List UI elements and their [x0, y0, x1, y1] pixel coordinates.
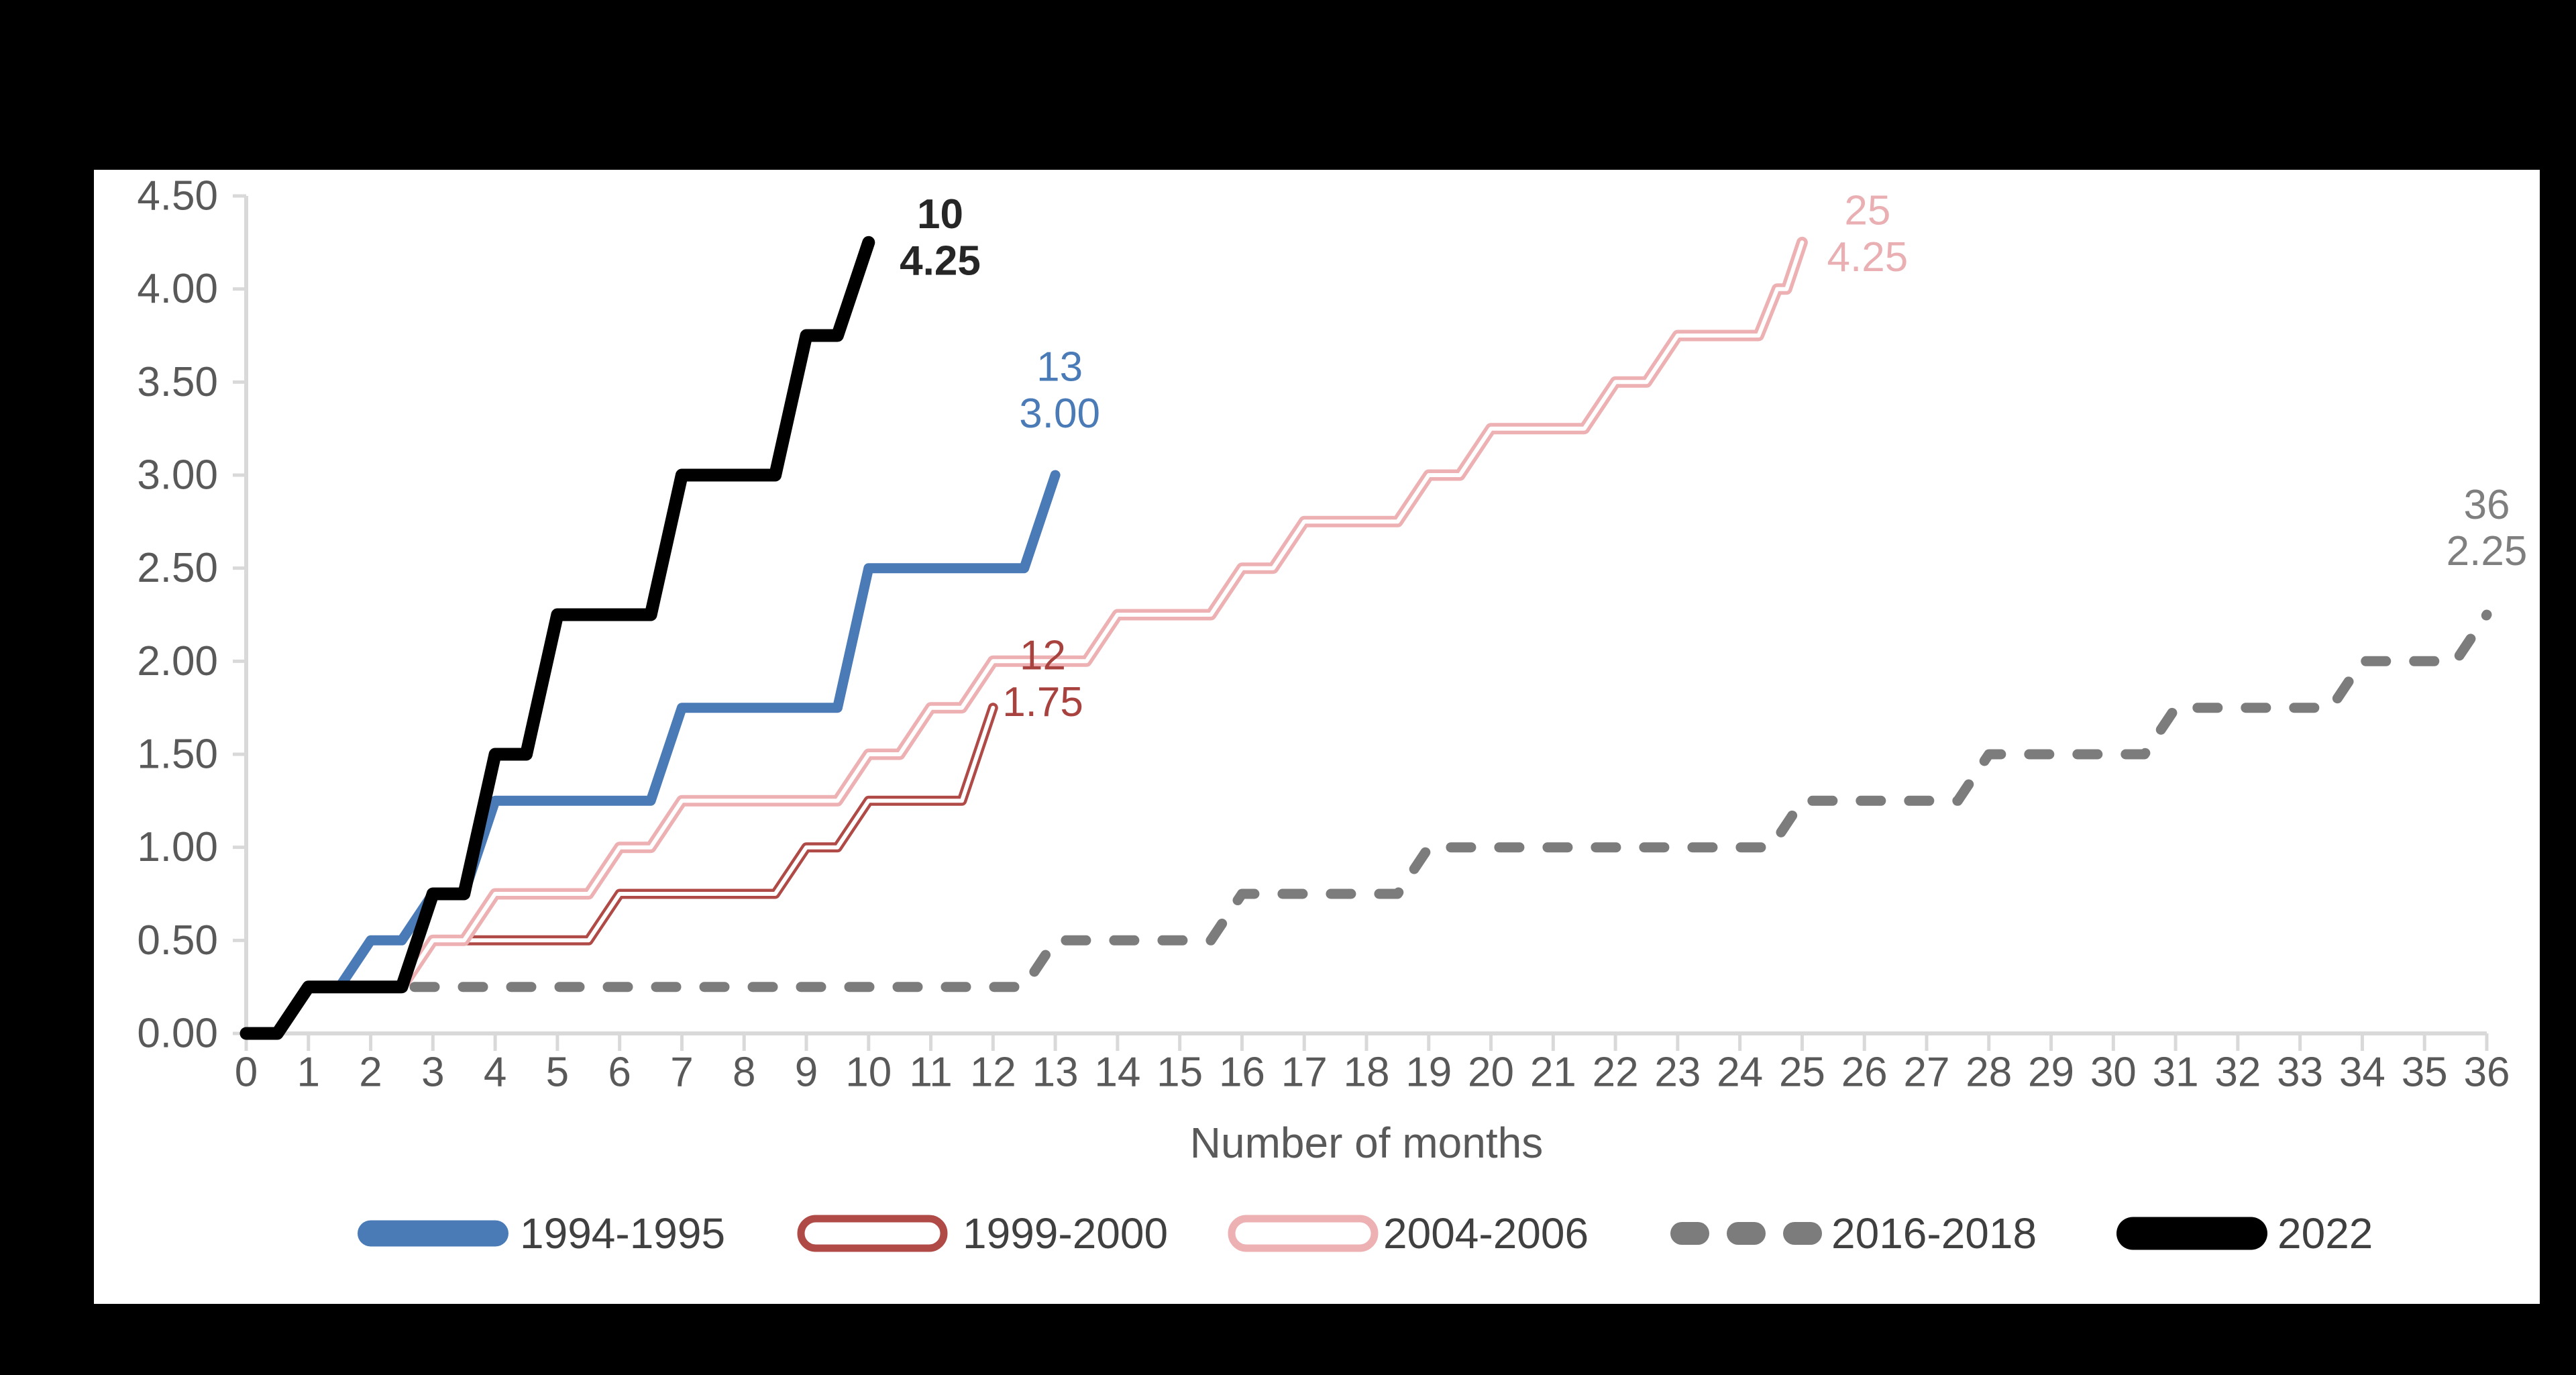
x-tick-label: 25 [1779, 1050, 1825, 1096]
legend-label-1994-1995: 1994-1995 [520, 1209, 725, 1258]
x-tick-label: 30 [2090, 1050, 2137, 1096]
legend-swatch-2016-2018 [1727, 1222, 1766, 1245]
legend-swatch-1999-2000 [797, 1215, 948, 1252]
x-tick-label: 29 [2028, 1050, 2074, 1096]
legend-item-2016-2018: 2016-2018 [1670, 1209, 2037, 1258]
x-tick-label: 10 [845, 1050, 892, 1096]
x-tick-label: 7 [670, 1050, 693, 1096]
x-tick-label: 28 [1966, 1050, 2012, 1096]
x-tick-label: 12 [970, 1050, 1016, 1096]
series-line-1994-1995 [241, 470, 1061, 1039]
x-tick-label: 3 [421, 1050, 444, 1096]
end-label-value-1999-2000: 1.75 [1002, 679, 1083, 725]
legend-label-1999-2000: 1999-2000 [963, 1209, 1168, 1258]
y-tick-label: 4.50 [137, 173, 218, 219]
x-tick-label: 23 [1654, 1050, 1701, 1096]
series-line-inner-2004-2006 [244, 240, 1805, 1035]
y-tick-label: 1.50 [137, 731, 218, 778]
x-tick-label: 35 [2402, 1050, 2448, 1096]
y-tick-label: 0.50 [137, 917, 218, 964]
end-label-months-2022: 10 [917, 191, 963, 238]
end-label-value-2004-2006: 4.25 [1827, 234, 1909, 281]
y-tick-label: 0.00 [137, 1011, 218, 1057]
x-tick-label: 16 [1219, 1050, 1265, 1096]
y-tick-label: 4.00 [137, 266, 218, 312]
x-tick-label: 9 [795, 1050, 818, 1096]
x-tick-label: 14 [1094, 1050, 1140, 1096]
x-tick-label: 36 [2463, 1050, 2510, 1096]
legend-label-2022: 2022 [2277, 1209, 2373, 1258]
x-tick-label: 18 [1344, 1050, 1390, 1096]
x-tick-label: 34 [2339, 1050, 2385, 1096]
legend-item-2004-2006: 2004-2006 [1228, 1209, 1589, 1258]
x-tick-label: 15 [1157, 1050, 1203, 1096]
legend-item-1999-2000: 1999-2000 [797, 1209, 1168, 1258]
x-tick-label: 27 [1903, 1050, 1949, 1096]
x-axis-title: Number of months [1190, 1119, 1543, 1167]
end-label-months-2004-2006: 25 [1844, 188, 1890, 234]
legend-swatch-2022 [2116, 1217, 2267, 1250]
series-line-2016-2018 [241, 609, 2492, 1039]
x-tick-label: 13 [1032, 1050, 1079, 1096]
x-tick-label: 24 [1717, 1050, 1763, 1096]
y-tick-label: 2.50 [137, 545, 218, 591]
legend-swatch-2016-2018 [1783, 1222, 1822, 1245]
series-line-2022 [239, 236, 875, 1040]
x-tick-label: 17 [1281, 1050, 1328, 1096]
x-tick-label: 26 [1841, 1050, 1888, 1096]
x-tick-label: 31 [2153, 1050, 2199, 1096]
x-tick-label: 19 [1405, 1050, 1452, 1096]
x-tick-label: 4 [484, 1050, 506, 1096]
x-tick-label: 32 [2214, 1050, 2261, 1096]
y-tick-label: 2.00 [137, 638, 218, 684]
end-label-value-2022: 4.25 [900, 238, 981, 285]
x-tick-label: 33 [2277, 1050, 2323, 1096]
x-tick-label: 5 [546, 1050, 569, 1096]
y-tick-label: 3.00 [137, 452, 218, 499]
x-tick-label: 22 [1593, 1050, 1639, 1096]
legend-item-1994-1995: 1994-1995 [358, 1209, 725, 1258]
step-line-chart: 0.00 0.50 1.00 1.50 2.00 2.50 3.00 3.50 4.00 4.50… [137, 173, 2528, 1258]
legend-label-2004-2006: 2004-2006 [1383, 1209, 1589, 1258]
x-tick-label: 21 [1530, 1050, 1576, 1096]
legend-swatch-2016-2018 [1670, 1222, 1709, 1245]
chart-panel: 0.00 0.50 1.00 1.50 2.00 2.50 3.00 3.50 4.00 4.50… [94, 170, 2540, 1304]
x-tick-label: 1 [297, 1050, 320, 1096]
end-label-months-1999-2000: 12 [1020, 633, 1066, 679]
legend-item-2022: 2022 [2116, 1209, 2373, 1258]
x-tick-label: 2 [359, 1050, 382, 1096]
end-label-months-1994-1995: 13 [1036, 344, 1083, 391]
end-label-months-2016-2018: 36 [2463, 482, 2510, 528]
legend-label-2016-2018: 2016-2018 [1831, 1209, 2037, 1258]
y-tick-label: 1.00 [137, 824, 218, 870]
end-label-value-1994-1995: 3.00 [1019, 391, 1100, 437]
y-tick-label: 3.50 [137, 359, 218, 405]
x-tick-label: 20 [1468, 1050, 1514, 1096]
x-tick-label: 6 [608, 1050, 631, 1096]
x-tick-label: 11 [909, 1050, 952, 1096]
legend-swatch-2004-2006 [1228, 1215, 1379, 1252]
x-tick-label: 0 [235, 1050, 258, 1096]
x-tick-label: 8 [733, 1050, 755, 1096]
end-label-value-2016-2018: 2.25 [2447, 528, 2528, 574]
legend-swatch-1994-1995 [358, 1220, 508, 1247]
